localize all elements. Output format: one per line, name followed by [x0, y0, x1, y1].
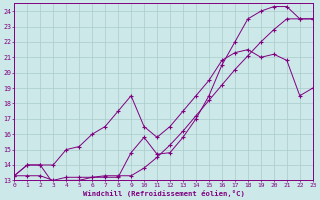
- X-axis label: Windchill (Refroidissement éolien,°C): Windchill (Refroidissement éolien,°C): [83, 190, 244, 197]
